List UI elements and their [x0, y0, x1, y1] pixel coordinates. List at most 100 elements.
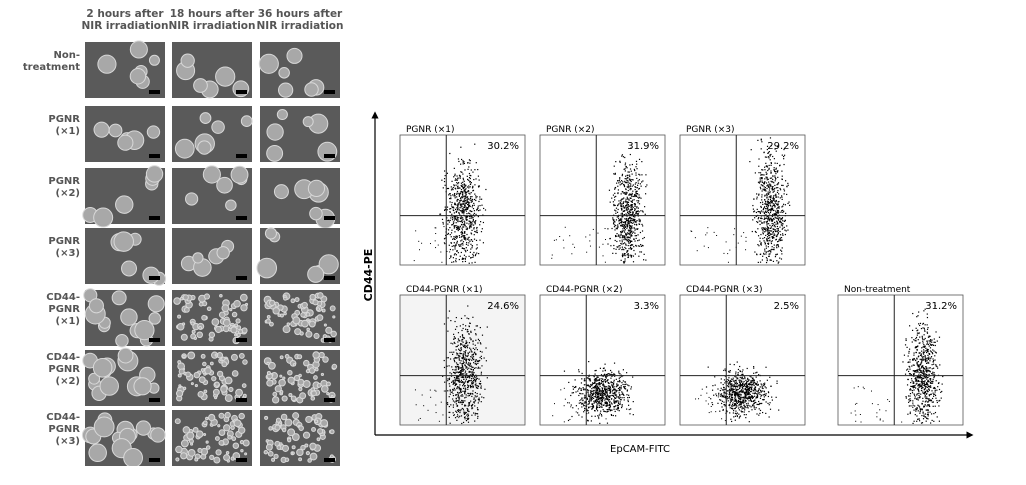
event-dot [470, 186, 471, 187]
event-dot [581, 416, 582, 417]
event-dot [471, 169, 472, 170]
scale-bar [149, 276, 160, 280]
event-dot [473, 179, 474, 180]
event-dot [591, 393, 592, 394]
event-dot [577, 390, 578, 391]
cell [282, 445, 288, 451]
event-dot [728, 371, 729, 372]
event-dot [616, 233, 617, 234]
event-dot [636, 228, 637, 229]
event-dot [461, 330, 462, 331]
event-dot [460, 240, 461, 241]
event-dot [630, 205, 631, 206]
scale-bar [236, 154, 247, 158]
cell [267, 124, 283, 140]
cell [243, 394, 246, 397]
event-dot [481, 205, 482, 206]
event-dot [640, 198, 641, 199]
event-dot [463, 178, 464, 179]
event-dot [788, 201, 789, 202]
event-dot [629, 217, 630, 218]
event-dot [742, 371, 743, 372]
event-dot [748, 400, 749, 401]
event-dot [462, 234, 463, 235]
event-dot [621, 203, 622, 204]
event-dot [757, 228, 758, 229]
event-dot [597, 407, 598, 408]
event-dot [720, 382, 721, 383]
event-dot [474, 405, 475, 406]
event-dot [588, 410, 589, 411]
event-dot [775, 178, 776, 179]
event-dot [450, 390, 451, 391]
event-dot [625, 244, 626, 245]
event-dot [631, 256, 632, 257]
event-dot [454, 336, 455, 337]
event-dot [475, 413, 476, 414]
event-dot [456, 353, 457, 354]
event-dot [468, 223, 469, 224]
cell [279, 379, 286, 386]
event-dot [601, 414, 602, 415]
event-dot [758, 393, 759, 394]
cell [283, 326, 290, 333]
event-dot [460, 178, 461, 179]
event-dot [772, 246, 773, 247]
event-dot [449, 372, 450, 373]
cell [285, 355, 289, 359]
event-dot [768, 194, 769, 195]
event-dot [573, 392, 574, 393]
event-dot [448, 220, 449, 221]
event-dot [762, 174, 763, 175]
event-dot [611, 198, 612, 199]
event-dot [414, 260, 415, 261]
event-dot [457, 250, 458, 251]
event-dot [619, 390, 620, 391]
cell [217, 371, 222, 376]
event-dot [622, 216, 623, 217]
event-dot [762, 178, 763, 179]
event-dot [775, 224, 776, 225]
event-dot [761, 210, 762, 211]
event-dot [768, 223, 769, 224]
event-dot [456, 242, 457, 243]
cell [226, 452, 229, 455]
event-dot [467, 389, 468, 390]
event-dot [613, 219, 614, 220]
micrograph [260, 106, 340, 162]
event-dot [754, 251, 755, 252]
event-dot [461, 382, 462, 383]
cell [226, 200, 237, 211]
event-dot [599, 423, 600, 424]
event-dot [600, 413, 601, 414]
event-dot [462, 342, 463, 343]
event-dot [753, 366, 754, 367]
event-dot [721, 406, 722, 407]
event-dot [746, 394, 747, 395]
event-dot [588, 412, 589, 413]
event-dot [712, 390, 713, 391]
event-dot [757, 222, 758, 223]
event-dot [466, 340, 467, 341]
event-dot [456, 222, 457, 223]
cell [308, 266, 324, 282]
event-dot [456, 207, 457, 208]
event-dot [462, 336, 463, 337]
event-dot [769, 377, 770, 378]
event-dot [763, 174, 764, 175]
cell [225, 395, 232, 402]
cell [288, 370, 292, 374]
event-dot [466, 211, 467, 212]
event-dot [591, 404, 592, 405]
event-dot [464, 412, 465, 413]
event-dot [756, 393, 757, 394]
cell [302, 320, 309, 327]
event-dot [635, 235, 636, 236]
event-dot [777, 231, 778, 232]
event-dot [737, 416, 738, 417]
event-dot [473, 354, 474, 355]
event-dot [612, 385, 613, 386]
event-dot [480, 343, 481, 344]
event-dot [642, 225, 643, 226]
event-dot [469, 227, 470, 228]
